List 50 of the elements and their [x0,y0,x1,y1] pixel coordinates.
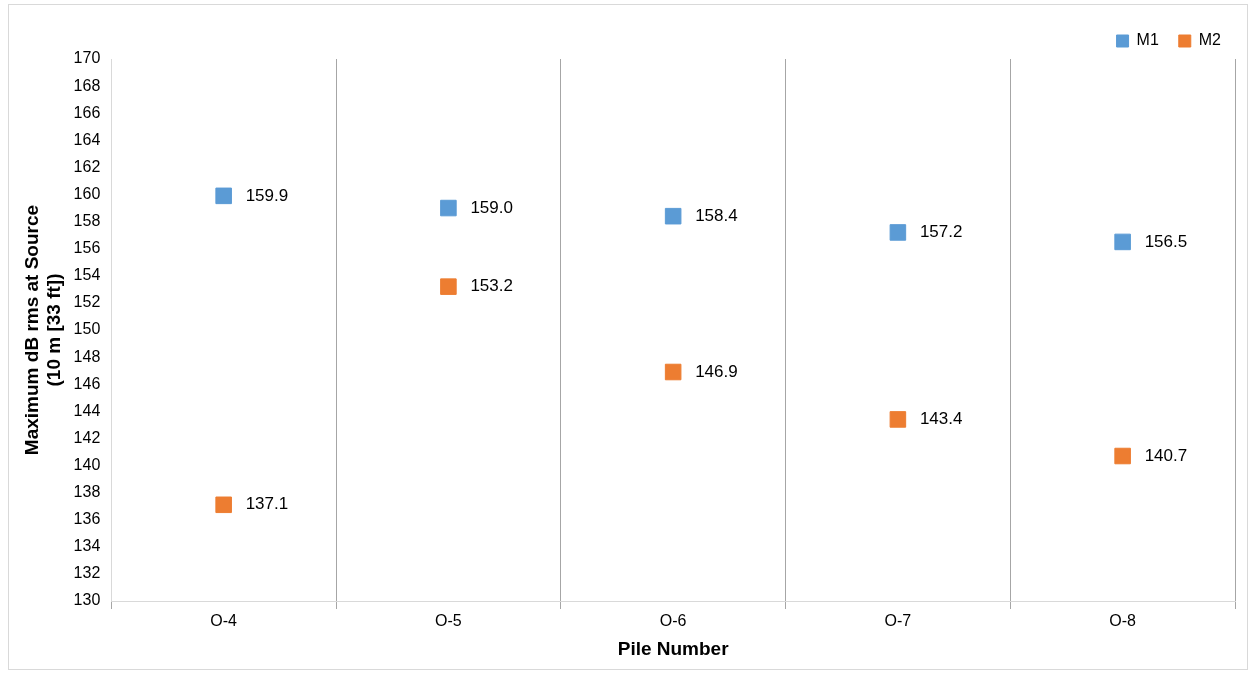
point [215,187,232,205]
y-tick-label: 144 [73,401,101,419]
data-label: 146.9 [695,361,738,381]
y-tick-label: 140 [73,455,101,473]
y-axis-title: Maximum dB rms at Source (10 m [33 ft]) [20,204,65,456]
y-tick-label: 148 [73,347,101,365]
y-tick-label: 164 [73,130,101,148]
x-tick-label: O-7 [884,612,912,630]
point [664,207,682,225]
x-axis-title: Pile Number [617,637,730,659]
y-tick-label: 168 [73,76,101,94]
y-tick-label: 166 [73,103,101,121]
data-label: 159.0 [470,197,513,217]
data-label: 143.4 [919,409,963,429]
y-tick-label: 142 [73,428,101,446]
y-tick-label: 162 [73,157,101,175]
y-tick-label: 138 [73,483,101,501]
y-tick-label: 154 [73,266,101,284]
legend-label: M2 [1198,31,1222,49]
data-label: 157.2 [919,222,963,242]
y-tick-label: 156 [73,239,101,257]
y-tick-label: 146 [73,374,101,392]
x-tick-label: O-6 [659,612,687,630]
data-label: 156.5 [1144,231,1188,251]
y-tick-label: 170 [73,49,101,67]
point [1114,233,1131,251]
point [664,363,682,381]
y-tick-label: 134 [73,537,101,555]
y-tick-label: 130 [73,591,101,609]
y-tick-label: 158 [73,212,101,230]
point [889,224,907,241]
y-tick-label: 150 [73,320,101,338]
data-label: 140.7 [1144,445,1188,465]
y-tick-label: 132 [73,564,101,582]
data-label: 137.1 [245,494,289,514]
x-tick-label: O-5 [435,612,462,630]
y-tick-label: 136 [73,510,101,528]
point [889,411,907,428]
y-tick-label: 160 [73,184,101,202]
data-label: 153.2 [470,276,513,296]
point [440,199,457,217]
legend-label: M1 [1136,31,1159,49]
y-tick-label: 152 [73,293,101,311]
point [215,496,232,514]
x-tick-label: O-4 [210,612,238,630]
point [440,278,457,295]
point [1114,447,1131,465]
x-tick-label: O-8 [1109,612,1137,630]
data-label: 158.4 [695,205,738,225]
data-label: 159.9 [245,185,289,205]
